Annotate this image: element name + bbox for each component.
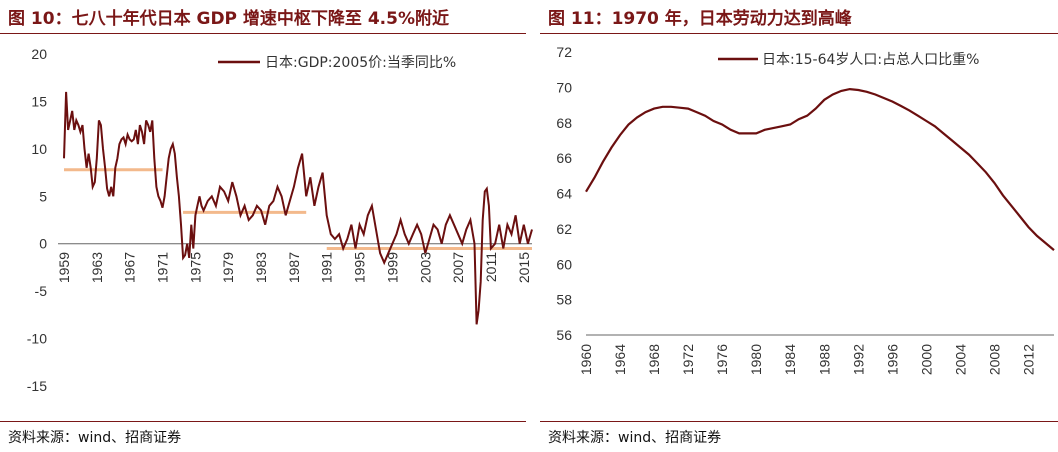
x-tick-label: 1979 [220, 252, 236, 283]
x-tick-label: 1959 [56, 252, 72, 283]
y-axis: 72 70 68 66 64 62 60 58 56 [556, 44, 572, 343]
y-tick-label: 5 [39, 188, 47, 204]
x-tick-label: 1972 [680, 344, 696, 375]
x-tick-label: 1971 [155, 252, 171, 283]
x-tick-label: 1964 [612, 344, 628, 375]
y-tick-label: 60 [556, 256, 572, 272]
x-tick-label: 1983 [253, 252, 269, 283]
x-tick-label: 2011 [483, 252, 499, 282]
legend: 日本:GDP:2005价:当季同比% [218, 55, 456, 71]
y-tick-label: 62 [556, 221, 572, 237]
x-tick-label: 1963 [89, 252, 105, 283]
figure-title: 图 11：1970 年，日本劳动力达到高峰 [548, 9, 852, 29]
gdp-growth-panel: 图 10：七八十年代日本 GDP 增速中枢下降至 4.5%附近 20 15 10 5 0… [0, 0, 533, 452]
legend-label: 日本:GDP:2005价:当季同比% [265, 55, 456, 71]
y-tick-label: 64 [556, 186, 572, 202]
x-tick-label: 1999 [384, 252, 400, 283]
x-tick-label: 2004 [952, 344, 968, 375]
x-tick-label: 1995 [352, 252, 368, 283]
y-tick-label: 0 [39, 236, 47, 252]
y-tick-label: -10 [27, 331, 47, 347]
x-tick-label: 1968 [646, 344, 662, 375]
x-tick-label: 1996 [884, 344, 900, 375]
y-tick-label: 20 [31, 46, 47, 62]
y-tick-label: 68 [556, 115, 572, 131]
title-rule [540, 33, 1058, 34]
average-lines [64, 168, 532, 250]
x-tick-label: 2007 [450, 252, 466, 283]
x-tick-label: 1992 [850, 344, 866, 375]
title-rule [0, 33, 526, 34]
source-rule [0, 421, 526, 422]
source-note: 资料来源：wind、招商证券 [8, 430, 182, 446]
x-tick-label: 1987 [286, 252, 302, 283]
x-tick-label: 2012 [1020, 344, 1036, 375]
x-tick-label: 2000 [918, 344, 934, 375]
working-age-share-series-line [585, 87, 1055, 251]
y-tick-label: 72 [556, 44, 572, 60]
source-note: 资料来源：wind、招商证券 [548, 430, 722, 446]
x-tick-label: 1984 [782, 344, 798, 375]
x-tick-label: 2015 [516, 252, 532, 283]
y-tick-label: -5 [35, 283, 48, 299]
figure-title: 图 10：七八十年代日本 GDP 增速中枢下降至 4.5%附近 [8, 9, 450, 29]
x-tick-label: 1991 [319, 252, 335, 283]
y-tick-label: 58 [556, 292, 572, 308]
source-rule [540, 421, 1058, 422]
y-tick-label: 70 [556, 79, 572, 95]
x-tick-label: 2008 [986, 344, 1002, 375]
x-tick-label: 1975 [187, 252, 203, 283]
y-tick-label: 66 [556, 150, 572, 166]
y-tick-label: 15 [31, 93, 47, 109]
y-tick-label: -15 [27, 378, 47, 394]
x-tick-label: 1976 [714, 344, 730, 375]
x-tick-label: 1980 [748, 344, 764, 375]
y-axis: 20 15 10 5 0 -5 -10 -15 [27, 46, 47, 394]
legend-label: 日本:15-64岁人口:占总人口比重% [762, 52, 979, 68]
legend: 日本:15-64岁人口:占总人口比重% [718, 52, 979, 68]
y-tick-label: 10 [31, 141, 47, 157]
x-tick-label: 1967 [122, 252, 138, 283]
x-tick-label: 1960 [578, 344, 594, 375]
x-tick-label: 1988 [816, 344, 832, 375]
gdp-growth-series-line [63, 91, 533, 325]
x-tick-label: 2003 [417, 252, 433, 283]
x-axis: 1959 1963 1967 1971 1975 1979 1983 1987 1991 1995… [56, 243, 532, 283]
y-tick-label: 56 [556, 327, 572, 343]
labor-force-panel: 图 11：1970 年，日本劳动力达到高峰 72 70 68 66 64 62 60 58 56… [540, 0, 1058, 452]
x-axis: 1960 1964 1968 1972 1976 1980 1984 1988 1992 1996… [578, 334, 1054, 375]
